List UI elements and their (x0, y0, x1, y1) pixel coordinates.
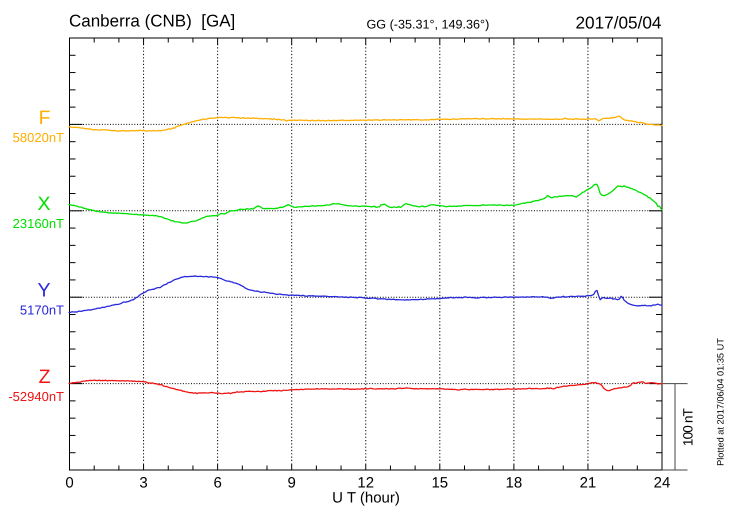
svg-text:2017/05/04: 2017/05/04 (575, 13, 661, 33)
svg-text:23160nT: 23160nT (13, 216, 64, 231)
svg-text:12: 12 (357, 475, 374, 492)
svg-text:Plotted at 2017/06/04 01:35 UT: Plotted at 2017/06/04 01:35 UT (716, 338, 726, 466)
svg-text:100 nT: 100 nT (681, 408, 696, 446)
svg-text:5170nT: 5170nT (20, 303, 64, 318)
svg-text:3: 3 (139, 475, 147, 492)
svg-text:Canberra (CNB) [GA]: Canberra (CNB) [GA] (69, 12, 235, 31)
svg-text:-52940nT: -52940nT (8, 389, 64, 404)
svg-text:21: 21 (580, 475, 597, 492)
svg-text:24: 24 (654, 475, 671, 492)
svg-text:Y: Y (37, 280, 50, 302)
svg-text:GG (-35.31°, 149.36°): GG (-35.31°, 149.36°) (367, 17, 490, 31)
svg-text:58020nT: 58020nT (13, 130, 64, 145)
svg-text:9: 9 (288, 475, 296, 492)
svg-text:X: X (37, 193, 50, 215)
svg-text:F: F (39, 107, 51, 129)
svg-text:18: 18 (506, 475, 523, 492)
svg-text:Z: Z (39, 366, 51, 388)
svg-text:0: 0 (65, 475, 73, 492)
svg-text:15: 15 (431, 475, 448, 492)
svg-text:6: 6 (213, 475, 221, 492)
svg-text:U T (hour): U T (hour) (332, 490, 400, 507)
